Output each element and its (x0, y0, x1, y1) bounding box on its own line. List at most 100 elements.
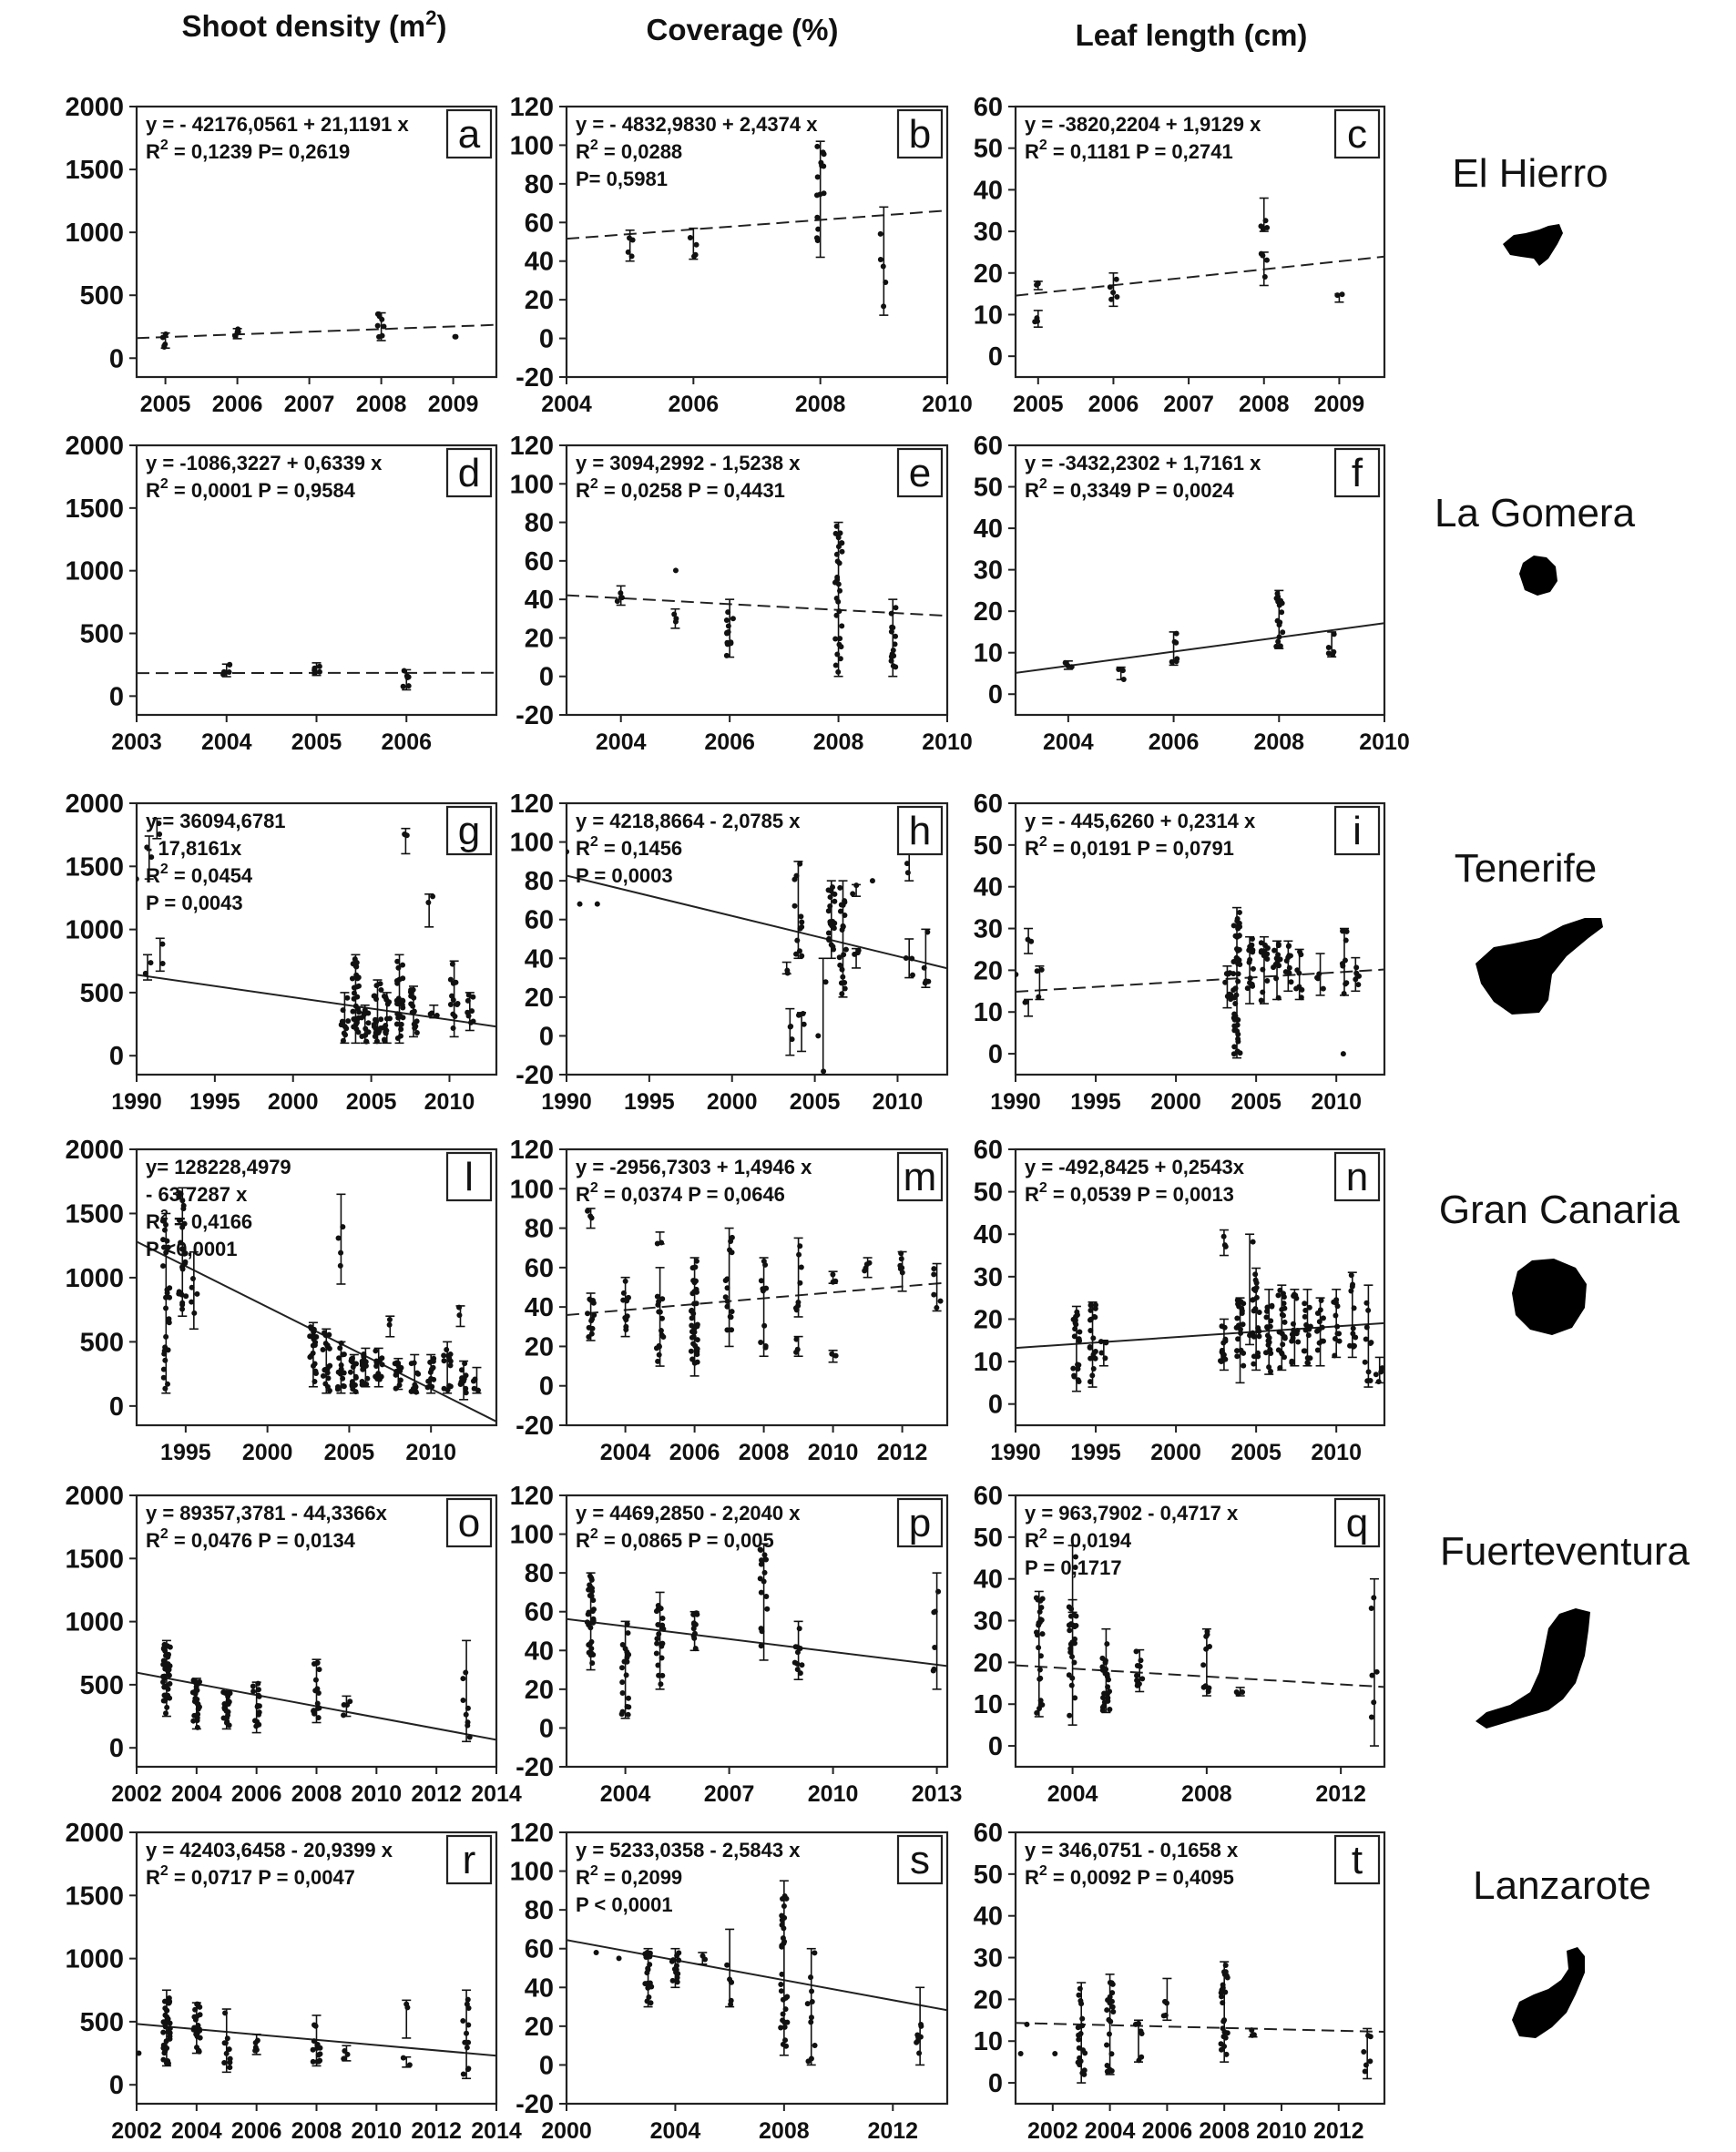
data-point (1088, 1355, 1094, 1362)
y-tick-label: 60 (525, 1598, 554, 1627)
data-point (1033, 1595, 1039, 1601)
x-tick-label: 2007 (284, 392, 335, 417)
data-point (688, 1348, 694, 1354)
regression-equation: y = -3820,2204 + 1,9129 xR2 = 0,1181 P =… (1025, 113, 1261, 163)
data-point (1173, 630, 1179, 637)
data-point (167, 2033, 173, 2039)
data-point (311, 1708, 317, 1714)
data-point (586, 1649, 592, 1656)
data-point (397, 1013, 403, 1019)
data-point (1088, 1307, 1094, 1313)
equation-line: y = 346,0751 - 0,1658 x (1025, 1839, 1239, 1861)
data-point (1104, 2063, 1110, 2069)
data-point (659, 1296, 666, 1302)
y-tick-label: 120 (510, 93, 554, 122)
data-point (364, 1375, 371, 1382)
data-point (400, 975, 406, 982)
y-tick-label: 500 (80, 979, 124, 1008)
data-point (799, 919, 805, 925)
data-point (325, 1375, 332, 1382)
data-point (1256, 1310, 1262, 1316)
data-point (1099, 1667, 1106, 1673)
equation-line: y = 89357,3781 - 44,3366x (146, 1502, 388, 1525)
panel-letter: b (896, 108, 944, 159)
plot-frame (565, 1831, 949, 2106)
data-point (256, 1709, 262, 1716)
data-point (137, 876, 139, 882)
data-point (1224, 2030, 1231, 2036)
data-point (353, 972, 360, 978)
x-tick-label: 2012 (877, 1440, 928, 1465)
x-tick-label: 2010 (405, 1440, 456, 1465)
data-point (1279, 609, 1285, 616)
x-tick-label: 2010 (808, 1440, 859, 1465)
data-point (176, 1289, 182, 1295)
data-point (674, 1974, 680, 1981)
equation-line: y = - 445,6260 + 0,2314 x (1025, 810, 1256, 832)
data-point (761, 1569, 768, 1576)
data-point (353, 984, 360, 990)
data-point (1017, 2050, 1024, 2056)
data-point (793, 872, 800, 879)
data-point (1235, 947, 1241, 954)
fuerteventura-map-icon (1476, 1608, 1590, 1729)
data-point (310, 2058, 316, 2065)
data-point (1036, 1645, 1042, 1651)
data-point (1343, 937, 1349, 943)
equation-line: P = 0,0003 (576, 864, 673, 887)
data-point (340, 1375, 346, 1382)
data-point (593, 1949, 599, 1955)
data-point (758, 1278, 764, 1284)
data-point (1221, 2043, 1228, 2049)
data-point (659, 1239, 665, 1246)
data-point (624, 1313, 630, 1320)
data-point (588, 1318, 595, 1324)
data-point (1314, 1347, 1321, 1353)
data-point (676, 1950, 682, 1956)
data-point (835, 544, 842, 550)
data-point (1088, 1302, 1094, 1309)
data-point (778, 2025, 784, 2031)
data-point (454, 1000, 461, 1006)
data-point (624, 1621, 630, 1627)
data-point (1235, 971, 1241, 977)
x-tick-label: 2010 (922, 392, 973, 417)
equation-line: P= 0,5981 (576, 168, 668, 190)
data-point (813, 192, 820, 199)
data-point (376, 313, 383, 320)
equation-line: R2 = 0,0454 (146, 862, 253, 887)
y-tick-label: 100 (510, 829, 554, 858)
data-point (694, 1337, 700, 1343)
data-point (1077, 1338, 1083, 1344)
data-point (227, 2065, 233, 2071)
data-point (393, 978, 400, 984)
data-point (1319, 1324, 1325, 1331)
data-point (1363, 1336, 1369, 1342)
data-point (1320, 1315, 1326, 1321)
data-point (360, 1366, 366, 1372)
regression-equation: y = -1086,3227 + 0,6339 xR2 = 0,0001 P =… (146, 452, 383, 502)
data-point (189, 1299, 195, 1305)
y-tick-label: 30 (974, 915, 1003, 944)
data-point (1068, 1621, 1075, 1627)
data-point (809, 1988, 815, 1994)
equation-line: R2 = 0,0191 P = 0,0791 (1025, 834, 1234, 860)
panel-o: 0 500 1000 1500 2000 2002 2004 2006 2008 2010 2012… (65, 1482, 521, 1807)
data-point (888, 658, 894, 664)
data-point (1218, 1990, 1224, 1996)
panel-letter-text: p (909, 1501, 931, 1545)
data-point (342, 1024, 348, 1030)
data-point (805, 2058, 812, 2065)
data-point (464, 2030, 470, 2036)
data-point (1104, 2042, 1110, 2048)
data-point (411, 1009, 417, 1015)
data-point (1256, 1333, 1262, 1340)
x-tick-label: 2009 (1314, 392, 1365, 417)
data-point (781, 2024, 788, 2030)
data-point (591, 1312, 597, 1319)
data-point (160, 2029, 167, 2035)
data-point (1108, 2018, 1114, 2025)
panel-letter-box (1333, 805, 1381, 856)
y-tick-label: 50 (974, 474, 1003, 503)
data-point (909, 955, 915, 962)
